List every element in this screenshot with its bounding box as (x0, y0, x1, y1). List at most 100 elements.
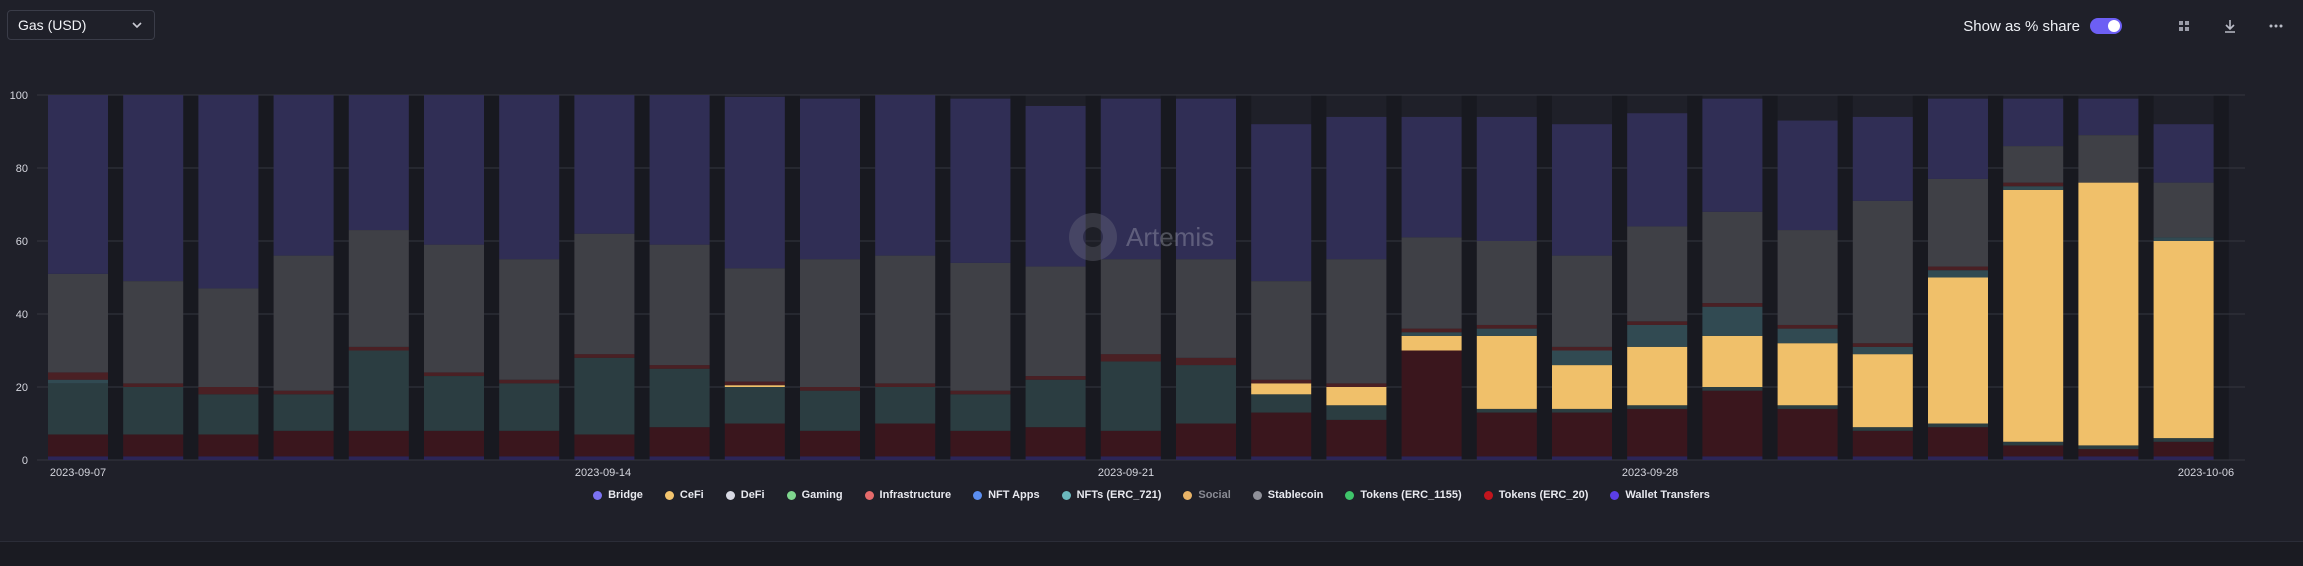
bar-segment-tokens-erc-20- (273, 430, 334, 457)
legend-label: NFT Apps (988, 489, 1040, 501)
bar-segment-nfts-erc-721- (1251, 394, 1312, 413)
bar-segment-nfts-erc-721- (1702, 387, 1763, 391)
bar-segment-tokens-erc-20- (2078, 449, 2139, 457)
legend-swatch (1061, 490, 1071, 500)
bar-segment-stablecoin (2003, 146, 2064, 183)
bar-segment-stablecoin (48, 273, 108, 373)
legend-item[interactable]: Tokens (ERC_1155) (1345, 489, 1462, 501)
download-icon[interactable] (2218, 14, 2242, 38)
bar-segment-tokens-erc-20- (1627, 408, 1688, 457)
bar-segment-bridge (1702, 306, 1763, 336)
share-toggle[interactable] (2090, 18, 2122, 34)
bar-segment-infrastructure (1552, 346, 1612, 351)
bar-segment-defi (2003, 98, 2064, 147)
legend-swatch (786, 490, 796, 500)
column-gutter (1010, 95, 1026, 460)
bar-segment-wallet-transfers (48, 456, 108, 460)
bar-segment-tokens-erc-20- (1100, 430, 1161, 457)
bar-segment-bridge (2153, 237, 2214, 241)
bar-segment-nfts-erc-721- (1852, 427, 1913, 431)
legend-swatch (973, 490, 983, 500)
more-icon[interactable] (2264, 14, 2288, 38)
column-gutter (1085, 95, 1101, 460)
bar-segment-defi (1176, 98, 1236, 260)
bar-segment-tokens-erc-20- (875, 423, 936, 457)
column-gutter (935, 95, 951, 460)
bar-segment-tokens-erc-20- (800, 430, 860, 457)
bar-segment-defi (1251, 124, 1312, 282)
bar-segment-defi (1100, 98, 1161, 260)
bar-segment-tokens-erc-20- (1401, 350, 1462, 457)
bar-segment-defi (1476, 116, 1537, 241)
legend-item[interactable]: Infrastructure (864, 489, 951, 501)
bar-segment-nfts-erc-721- (273, 394, 334, 431)
y-tick-label: 100 (10, 90, 28, 102)
column-gutter (784, 95, 800, 460)
legend-item[interactable]: Stablecoin (1252, 489, 1323, 501)
bar-segment-stablecoin (950, 262, 1011, 391)
bar-segment-cefi (1627, 346, 1688, 406)
bar-segment-stablecoin (198, 288, 259, 387)
bar-segment-wallet-transfers (950, 456, 1011, 460)
bar-segment-cefi (2153, 241, 2214, 439)
legend-item[interactable]: CeFi (664, 489, 704, 501)
metric-dropdown[interactable]: Gas (USD) (7, 10, 155, 40)
bar-segment-wallet-transfers (2078, 456, 2139, 460)
bar-segment-wallet-transfers (1100, 456, 1161, 460)
legend-item[interactable]: Wallet Transfers (1610, 489, 1710, 501)
bar-segment-infrastructure (1702, 303, 1763, 307)
bar-segment-bridge (1552, 350, 1612, 366)
legend-label: Bridge (608, 489, 643, 501)
bar-segment-infrastructure (1928, 266, 1988, 271)
chart-toolbar: Show as % share (1963, 14, 2288, 38)
bar-segment-infrastructure (574, 354, 635, 358)
bar-segment-stablecoin (724, 268, 785, 382)
y-tick-label: 20 (16, 382, 28, 394)
bar-segment-defi (649, 95, 710, 245)
legend-label: Tokens (ERC_20) (1498, 489, 1589, 501)
bar-segment-infrastructure (1326, 383, 1387, 387)
bar-segment-defi (875, 95, 936, 256)
legend-label: DeFi (740, 489, 765, 501)
bar-segment-wallet-transfers (1251, 456, 1312, 460)
bar-segment-tokens-erc-20- (1025, 427, 1086, 457)
bar-segment-tokens-erc-20- (499, 430, 560, 457)
bar-segment-wallet-transfers (649, 456, 710, 460)
legend-item[interactable]: Bridge (593, 489, 643, 501)
column-gutter (634, 95, 650, 460)
bar-segment-stablecoin (123, 281, 184, 384)
bar-segment-cefi (1326, 387, 1387, 406)
grid-icon[interactable] (2172, 14, 2196, 38)
legend-item[interactable]: Gaming (786, 489, 843, 501)
bar-segment-infrastructure (875, 383, 936, 387)
bar-segment-nfts-erc-721- (649, 368, 710, 428)
bar-segment-infrastructure (1251, 379, 1312, 384)
bar-segment-defi (950, 98, 1011, 263)
column-gutter (709, 95, 725, 460)
bar-segment-infrastructure (1852, 343, 1913, 347)
bar-segment-stablecoin (574, 233, 635, 355)
legend-swatch (593, 490, 603, 500)
bar-segment-stablecoin (1928, 178, 1988, 267)
bar-segment-bridge (2003, 186, 2064, 190)
bar-segment-tokens-erc-20- (2003, 445, 2064, 457)
bar-segment-infrastructure (1025, 376, 1086, 380)
legend-item[interactable]: DeFi (725, 489, 765, 501)
bar-segment-defi (1326, 116, 1387, 260)
legend-item[interactable]: NFTs (ERC_721) (1061, 489, 1161, 501)
bar-segment-nfts-erc-721- (499, 383, 560, 431)
bar-segment-tokens-erc-20- (2153, 441, 2214, 457)
bar-segment-infrastructure (1401, 328, 1462, 333)
chevron-down-icon (130, 18, 144, 32)
legend-swatch (1183, 490, 1193, 500)
legend-item[interactable]: Social (1183, 489, 1231, 501)
bar-segment-nfts-erc-721- (2003, 441, 2064, 446)
bar-segment-cefi (724, 385, 785, 387)
watermark: Artemis (1068, 212, 1214, 262)
bar-segment-infrastructure (273, 390, 334, 395)
legend-item[interactable]: NFT Apps (973, 489, 1040, 501)
legend-item[interactable]: Tokens (ERC_20) (1483, 489, 1589, 501)
bar-segment-nfts-erc-721- (348, 350, 409, 431)
bar-segment-wallet-transfers (1025, 456, 1086, 460)
bar-segment-nfts-erc-721- (2153, 438, 2214, 442)
